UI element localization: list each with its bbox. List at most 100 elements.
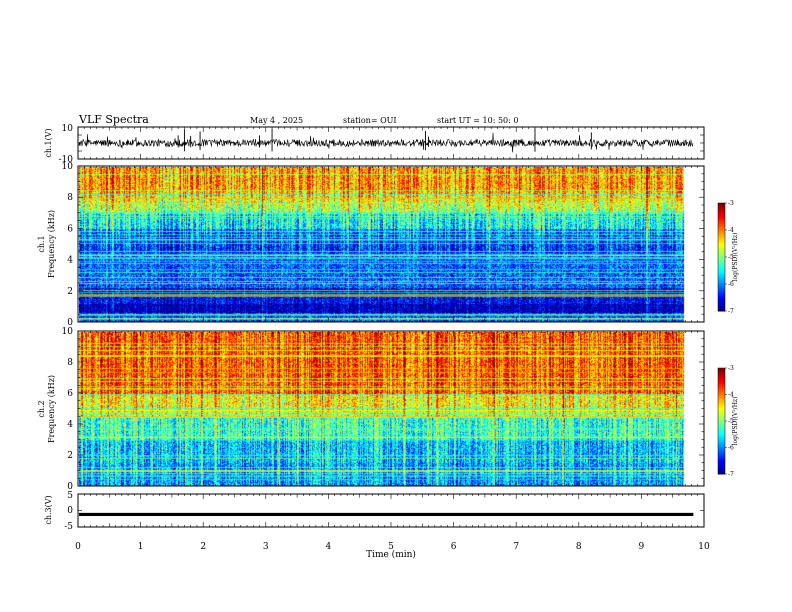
ch2-spectrogram-ytick-label: 4 — [67, 420, 73, 430]
ch2-colorbar-segment — [718, 398, 725, 401]
ch1-spectrogram-panel: 0 2 4 6 8 10 ch.1 Frequency (kHz) -3 -4 -5 -6 -7 l… — [37, 162, 739, 328]
ch2-colorbar-segment — [718, 394, 725, 397]
ch1-colorbar-segment — [718, 208, 725, 211]
ch3-ytick-bottom: -5 — [64, 522, 73, 532]
ch1-colorbar-label: log(PSD)(V²/Hz) — [732, 233, 739, 282]
ch1-waveform-line — [78, 128, 694, 153]
ch1-colorbar-segment — [718, 217, 725, 220]
ch2-spectrogram-ytick-label: 2 — [67, 451, 73, 461]
time-axis-label: Time (min) — [366, 549, 416, 560]
ch2-colorbar-segment — [718, 396, 725, 399]
ch2-colorbar-segment — [718, 466, 725, 470]
ch1-colorbar-segment — [718, 266, 725, 269]
ch2-colorbar-segment — [718, 383, 725, 387]
ch1-colorbar-segment — [718, 210, 725, 213]
ch1-colorbar-segment — [718, 271, 725, 274]
ch2-colorbar-segment — [718, 468, 725, 471]
ch1-colorbar-segment — [718, 213, 725, 217]
station-label: station= OUI — [343, 116, 397, 125]
ch1-colorbar-segment — [718, 293, 725, 296]
ch2-colorbar-segment — [718, 385, 725, 388]
time-axis-tick-label: 10 — [698, 542, 710, 552]
ch2-colorbar-segment — [718, 368, 725, 371]
time-axis-tick-label: 8 — [576, 542, 582, 552]
ch2-spectrogram-ytick-label: 8 — [67, 358, 73, 368]
time-axis-tick-label: 6 — [451, 542, 457, 552]
ch1-spectrogram-ytick-label: 2 — [67, 287, 73, 297]
ch2-colorbar-tick-label: -7 — [728, 471, 734, 478]
ch1-waveform-panel: 10 -10 ch.1(V) — [44, 124, 705, 165]
ch2-colorbar-segment — [718, 461, 725, 464]
ch1-colorbar-segment — [718, 249, 725, 253]
ch1-colorbar-segment — [718, 262, 725, 265]
ch1-colorbar-segment — [718, 244, 725, 247]
ch1-colorbar-segment — [718, 257, 725, 260]
ch1-colorbar-segment — [718, 246, 725, 249]
ch1-colorbar-segment — [718, 302, 725, 305]
ch1-colorbar-segment — [718, 282, 725, 285]
ch1-colorbar-segment — [718, 253, 725, 256]
ch1-colorbar-segment — [718, 230, 725, 233]
ch2-colorbar-segment — [718, 472, 725, 475]
ch1-colorbar-segment — [718, 212, 725, 215]
ch2-spectrogram-ytick-label: 0 — [67, 482, 73, 492]
ch3-ytick-top: 5 — [67, 491, 73, 501]
ch1-colorbar-segment — [718, 231, 725, 235]
ch1-colorbar-segment — [718, 258, 725, 262]
ch2-colorbar-segment — [718, 376, 725, 380]
ch1-colorbar-tick-label: -3 — [728, 200, 734, 207]
ch2-colorbar-tick-label: -5 — [728, 418, 734, 425]
ch1-colorbar-segment — [718, 280, 725, 283]
ch1-ytick-bottom: -10 — [59, 155, 74, 165]
ch2-colorbar-segment — [718, 369, 725, 373]
ch1-colorbar-segment — [718, 226, 725, 229]
ch1-colorbar-segment — [718, 203, 725, 206]
ch1-colorbar-segment — [718, 291, 725, 294]
ch2-freq-tick-labels: 0 2 4 6 8 10 — [62, 327, 74, 492]
ch2-colorbar-segment — [718, 458, 725, 461]
ch1-colorbar-segment — [718, 285, 725, 289]
ch1-colorbar-segment — [718, 206, 725, 209]
ch2-colorbar-segment — [718, 421, 725, 424]
ch1-colorbar-tick-label: -6 — [728, 281, 734, 288]
ch1-spectrogram-image — [79, 167, 694, 322]
ch2-colorbar-tick-label: -3 — [728, 365, 734, 372]
ch2-colorbar-segment — [718, 419, 725, 422]
ch2-colorbar-segment — [718, 417, 725, 420]
ch1-colorbar-segment — [718, 284, 725, 287]
figure-title: VLF Spectra — [78, 113, 149, 126]
ch1-colorbar-segment — [718, 303, 725, 307]
ch2-spectrogram-panel: 0 2 4 6 8 10 ch.2 Frequency (kHz) -3 -4 -5 -6 -7 l… — [37, 327, 739, 492]
ch1-colorbar-segment — [718, 269, 725, 272]
time-axis-tick-label: 9 — [639, 542, 645, 552]
ch2-colorbar-segment — [718, 465, 725, 468]
ch2-colorbar-segment — [718, 470, 725, 473]
ch1-colorbar-segment — [718, 276, 725, 280]
ch1-colorbar-segment — [718, 255, 725, 258]
date-label: May 4 , 2025 — [250, 116, 303, 125]
ch2-colorbar-segment — [718, 412, 725, 415]
ch1-colorbar-segment — [718, 215, 725, 218]
ch1-colorbar-segment — [718, 224, 725, 227]
ch2-colorbar-segment — [718, 399, 725, 403]
ch2-colorbar-segment — [718, 403, 725, 406]
ch2-colorbar-segment — [718, 440, 725, 443]
ch2-colorbar-segment — [718, 408, 725, 411]
ch1-colorbar-segment — [718, 240, 725, 244]
ch2-colorbar-segment — [718, 431, 725, 434]
ch1-colorbar-tick-label: -5 — [728, 254, 734, 261]
ch2-colorbar-segment — [718, 451, 725, 454]
ch1-spectrogram-ytick-label: 10 — [62, 162, 74, 172]
ch1-colorbar-segment — [718, 300, 725, 303]
ch2-colorbar-segment — [718, 387, 725, 390]
time-axis-tick-label: 7 — [513, 542, 519, 552]
ch2-colorbar-segment — [718, 438, 725, 441]
ch2-colorbar-segment — [718, 452, 725, 456]
ch2-colorbar-tick-label: -6 — [728, 445, 734, 452]
ch1-colorbar-segment — [718, 242, 725, 245]
ch2-colorbar-segment — [718, 413, 725, 417]
ch2-colorbar-segment — [718, 382, 725, 385]
ch1-colorbar-segment — [718, 305, 725, 308]
ch2-colorbar-segment — [718, 447, 725, 450]
